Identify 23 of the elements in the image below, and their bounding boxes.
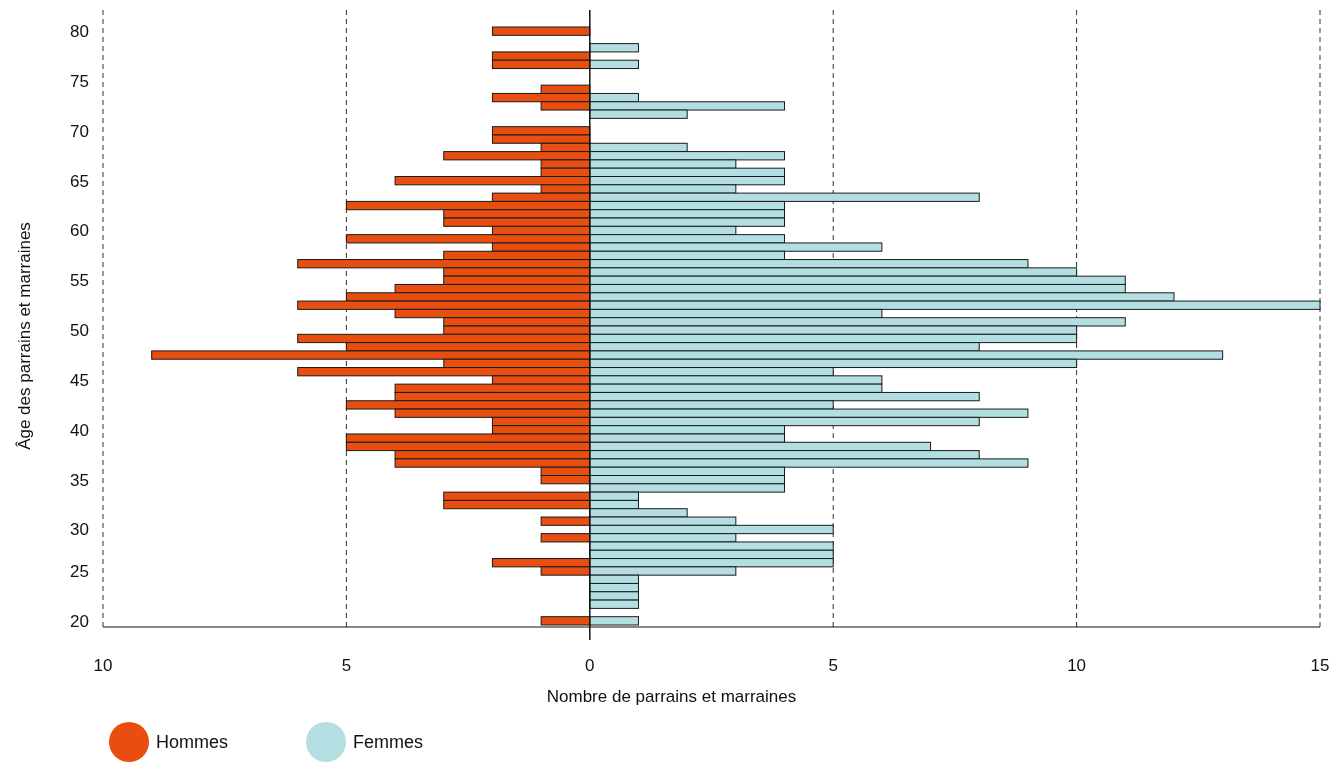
- y-tick-label: 35: [70, 470, 89, 490]
- x-axis-title: Nombre de parrains et marraines: [546, 687, 797, 706]
- y-tick-label: 30: [70, 520, 89, 540]
- y-tick-label: 20: [70, 611, 89, 631]
- y-tick-label: 50: [70, 321, 89, 341]
- x-tick-label: 0: [585, 656, 595, 675]
- y-tick-label: 80: [70, 22, 89, 42]
- y-tick-label: 65: [70, 171, 89, 191]
- x-tick-label: 15: [1310, 656, 1330, 675]
- y-tick-label: 25: [70, 561, 89, 581]
- y-tick-label: 40: [70, 420, 89, 440]
- y-tick-label: 75: [70, 71, 89, 91]
- y-tick-label: 45: [70, 370, 89, 390]
- x-tick-label: 5: [828, 656, 838, 675]
- legend-label: Femmes: [353, 732, 424, 753]
- x-tick-label: 10: [1067, 656, 1087, 675]
- y-tick-label: 60: [70, 221, 89, 241]
- x-tick-label: 10: [93, 656, 113, 675]
- x-tick-label: 5: [341, 656, 352, 675]
- y-tick-label: 70: [70, 121, 89, 141]
- legend-label: Hommes: [156, 732, 229, 753]
- y-axis-title: Âge des parrains et marraines: [15, 222, 34, 450]
- y-tick-label: 55: [70, 271, 89, 291]
